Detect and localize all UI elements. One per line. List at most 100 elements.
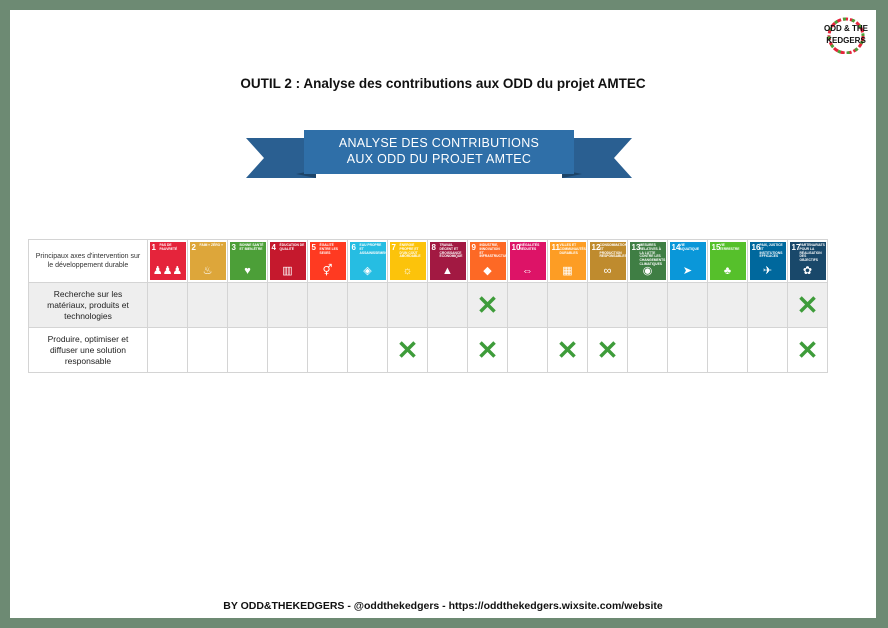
contribution-cell: ✕: [787, 282, 828, 328]
sun-icon: ☼: [402, 265, 413, 277]
contribution-cell: [627, 327, 668, 373]
sdg-11-tile: 11 VILLES ET COMMUNAUTÉS DURABLES ▦: [549, 242, 586, 280]
eye-icon: ◉: [642, 265, 653, 277]
sdg-number: 4: [271, 243, 276, 252]
contribution-cell: [587, 282, 628, 328]
sdg-label: MESURES RELATIVES À LA LUTTE CONTRE LES …: [639, 243, 666, 266]
sdg-header-cell: 4 ÉDUCATION DE QUALITÉ ▥: [267, 239, 308, 283]
sdg-number: 17: [791, 243, 801, 252]
sdg-number: 14: [671, 243, 681, 252]
sdg-1-tile: 1 PAS DE PAUVRETÉ ♟♟♟: [149, 242, 186, 280]
sdg-header-cell: 5 ÉGALITÉ ENTRE LES SEXES ⚥: [307, 239, 348, 283]
contribution-cell: [507, 327, 548, 373]
page-title: OUTIL 2 : Analyse des contributions aux …: [240, 76, 646, 91]
sdg-17-tile: 17 PARTENARIATS POUR LA RÉALISATION DES O…: [789, 242, 826, 280]
sdg-number: 11: [551, 243, 560, 252]
sdg-label: ÉDUCATION DE QUALITÉ: [279, 243, 305, 251]
sdg-header-cell: 12 CONSOMMATION ET PRODUCTION RESPONSABLE…: [587, 239, 628, 283]
sdg-2-tile: 2 FAIM « ZÉRO » ♨: [189, 242, 226, 280]
sdg-number: 10: [511, 243, 521, 252]
sdg-header-cell: 11 VILLES ET COMMUNAUTÉS DURABLES ▦: [547, 239, 588, 283]
contribution-cell: [747, 327, 788, 373]
sdg-header-cell: 2 FAIM « ZÉRO » ♨: [187, 239, 228, 283]
contribution-cell: [307, 327, 348, 373]
sdg-header-row: Principaux axes d'intervention sur le dé…: [28, 239, 828, 283]
contribution-cell: ✕: [467, 327, 508, 373]
sdg-header-cell: 3 BONNE SANTÉ ET BIEN-ÊTRE ♥: [227, 239, 268, 283]
contribution-cell: [227, 327, 268, 373]
sdg-label: VILLES ET COMMUNAUTÉS DURABLES: [559, 243, 586, 255]
contribution-cell: ✕: [547, 327, 588, 373]
contribution-cell: [667, 327, 708, 373]
contribution-cell: ✕: [587, 327, 628, 373]
sdg-header-cell: 15 VIE TERRESTRE ♣: [707, 239, 748, 283]
sdg-15-tile: 15 VIE TERRESTRE ♣: [709, 242, 746, 280]
tree-icon: ♣: [723, 265, 732, 277]
city-icon: ▦: [562, 265, 573, 277]
contribution-cell: [267, 282, 308, 328]
sdg-10-tile: 10 INÉGALITÉS RÉDUITES ⇔: [509, 242, 546, 280]
check-cross-icon: ✕: [396, 334, 419, 365]
sdg-header-cell: 14 VIE AQUATIQUE ➤: [667, 239, 708, 283]
axis-label: Recherche sur les matériaux, produits et…: [28, 282, 148, 328]
contribution-cell: [627, 282, 668, 328]
contribution-cell: [547, 282, 588, 328]
contribution-cell: [667, 282, 708, 328]
sdg-label: BONNE SANTÉ ET BIEN-ÊTRE: [239, 243, 264, 251]
footer-credits: BY ODD&THEKEDGERS - @oddthekedgers - htt…: [223, 600, 663, 612]
sdg-label: VIE TERRESTRE: [719, 243, 740, 251]
book-icon: ▥: [282, 265, 293, 277]
check-cross-icon: ✕: [556, 334, 579, 365]
contribution-cell: [707, 327, 748, 373]
flower-icon: ✿: [802, 265, 813, 277]
axis-label: Produire, optimiser et diffuser une solu…: [28, 327, 148, 373]
contribution-cell: ✕: [467, 282, 508, 328]
sdg-contribution-table: Principaux axes d'intervention sur le dé…: [28, 239, 828, 373]
dove-icon: ✈: [762, 265, 773, 277]
sdg-header-cell: 8 TRAVAIL DÉCENT ET CROISSANCE ÉCONOMIQUE…: [427, 239, 468, 283]
sdg-header-cell: 16 PAIX, JUSTICE ET INSTITUTIONS EFFICACE…: [747, 239, 788, 283]
sdg-header-cell: 17 PARTENARIATS POUR LA RÉALISATION DES O…: [787, 239, 828, 283]
sdg-label: ÉGALITÉ ENTRE LES SEXES: [319, 243, 339, 255]
contribution-cell: [427, 282, 468, 328]
contribution-cell: [227, 282, 268, 328]
contribution-cell: [147, 282, 188, 328]
banner-line-1: ANALYSE DES CONTRIBUTIONS: [338, 136, 540, 150]
sdg-7-tile: 7 ÉNERGIE PROPRE ET D'UN COÛT ABORDABLE ☼: [389, 242, 426, 280]
sdg-number: 15: [711, 243, 721, 252]
sdg-number: 3: [231, 243, 236, 252]
sdg-number: 13: [631, 243, 641, 252]
check-cross-icon: ✕: [476, 334, 499, 365]
svg-text:KEDGERS: KEDGERS: [826, 36, 866, 45]
contribution-cell: [147, 327, 188, 373]
people-icon: ♟♟♟: [152, 265, 183, 277]
sdg-number: 12: [591, 243, 601, 252]
contribution-cell: [187, 327, 228, 373]
sdg-label: INDUSTRIE, INNOVATION ET INFRASTRUCTURE: [479, 243, 506, 259]
banner-ribbon: [246, 130, 632, 178]
sdg-number: 8: [431, 243, 436, 252]
check-cross-icon: ✕: [476, 289, 499, 320]
contribution-cell: [347, 282, 388, 328]
brand-logo: ODD & THE KEDGERS: [824, 17, 868, 54]
heartbeat-icon: ♥: [244, 265, 251, 277]
sdg-header-cell: 7 ÉNERGIE PROPRE ET D'UN COÛT ABORDABLE ☼: [387, 239, 428, 283]
contribution-cell: [707, 282, 748, 328]
infinity-icon: ∞: [603, 265, 612, 277]
sdg-label: VIE AQUATIQUE: [679, 243, 700, 251]
cubes-icon: ◆: [483, 265, 492, 277]
sdg-label: FAIM « ZÉRO »: [199, 243, 223, 247]
table-row: Produire, optimiser et diffuser une solu…: [28, 327, 828, 373]
sdg-8-tile: 8 TRAVAIL DÉCENT ET CROISSANCE ÉCONOMIQUE…: [429, 242, 466, 280]
sdg-number: 16: [751, 243, 761, 252]
axis-header-cell: Principaux axes d'intervention sur le dé…: [28, 239, 148, 283]
sdg-number: 5: [311, 243, 316, 252]
table-row: Recherche sur les matériaux, produits et…: [28, 282, 828, 328]
equal-icon: ⇔: [522, 265, 533, 277]
sdg-number: 2: [191, 243, 196, 252]
sdg-label: TRAVAIL DÉCENT ET CROISSANCE ÉCONOMIQUE: [439, 243, 463, 259]
growth-icon: ▲: [442, 265, 453, 277]
sdg-number: 6: [351, 243, 356, 252]
